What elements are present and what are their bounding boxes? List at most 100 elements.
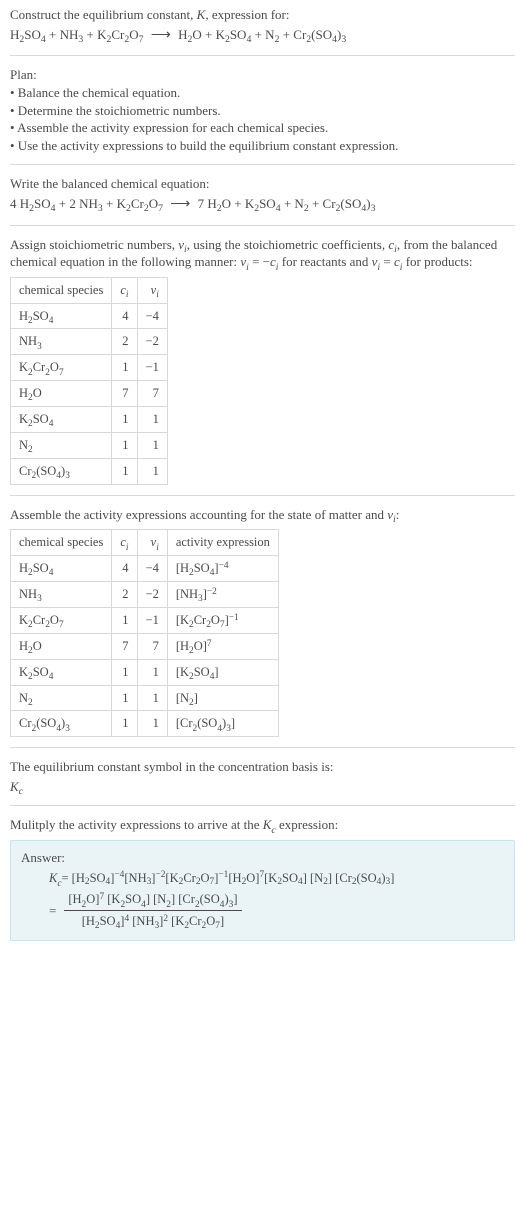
- table-row: N211[N2]: [11, 685, 279, 711]
- cell-activity: [K2SO4]: [167, 659, 278, 685]
- col-vi: νi: [137, 530, 167, 556]
- divider: [10, 225, 515, 226]
- cell-ci: 1: [112, 355, 137, 381]
- cell-species: N2: [11, 432, 112, 458]
- kc-expression-line1: Kc = [H2SO4]−4 [NH3]−2 [K2Cr2O7]−1 [H2O]…: [49, 870, 504, 887]
- cell-species: K2SO4: [11, 407, 112, 433]
- cell-activity: [H2O]7: [167, 633, 278, 659]
- cell-species: H2SO4: [11, 303, 112, 329]
- cell-vi: 1: [137, 711, 167, 737]
- cell-species: Cr2(SO4)3: [11, 711, 112, 737]
- plan-item: • Assemble the activity expression for e…: [10, 119, 515, 137]
- cell-vi: −2: [137, 582, 167, 608]
- cell-ci: 1: [112, 458, 137, 484]
- cell-species: H2O: [11, 381, 112, 407]
- kc-expression-fraction: = [H2O]7 [K2SO4] [N2] [Cr2(SO4)3] [H2SO4…: [49, 891, 504, 930]
- table-row: N211: [11, 432, 168, 458]
- cell-ci: 2: [112, 329, 137, 355]
- table-row: K2SO411[K2SO4]: [11, 659, 279, 685]
- cell-vi: −1: [137, 607, 167, 633]
- col-species: chemical species: [11, 530, 112, 556]
- cell-species: H2SO4: [11, 556, 112, 582]
- cell-species: N2: [11, 685, 112, 711]
- fraction-denominator: [H2SO4]4 [NH3]2 [K2Cr2O7]: [64, 911, 241, 930]
- cell-ci: 1: [112, 685, 137, 711]
- multiply-intro: Mulitply the activity expressions to arr…: [10, 816, 515, 834]
- col-activity: activity expression: [167, 530, 278, 556]
- cell-vi: 1: [137, 685, 167, 711]
- divider: [10, 747, 515, 748]
- kc-symbol-intro: The equilibrium constant symbol in the c…: [10, 758, 515, 776]
- divider: [10, 805, 515, 806]
- cell-activity: [K2Cr2O7]−1: [167, 607, 278, 633]
- table-row: H2SO44−4: [11, 303, 168, 329]
- stoich-intro: Assign stoichiometric numbers, νi, using…: [10, 236, 515, 271]
- activity-table: chemical species ci νi activity expressi…: [10, 529, 279, 737]
- cell-activity: [N2]: [167, 685, 278, 711]
- table-row: H2O77: [11, 381, 168, 407]
- cell-species: NH3: [11, 582, 112, 608]
- cell-ci: 1: [112, 432, 137, 458]
- activity-table-body: H2SO44−4[H2SO4]−4NH32−2[NH3]−2K2Cr2O71−1…: [11, 556, 279, 737]
- table-row: NH32−2[NH3]−2: [11, 582, 279, 608]
- cell-ci: 4: [112, 303, 137, 329]
- col-ci: ci: [112, 530, 137, 556]
- table-row: K2Cr2O71−1: [11, 355, 168, 381]
- answer-box: Answer: Kc = [H2SO4]−4 [NH3]−2 [K2Cr2O7]…: [10, 840, 515, 941]
- plan-item: • Use the activity expressions to build …: [10, 137, 515, 155]
- cell-ci: 1: [112, 659, 137, 685]
- table-row: NH32−2: [11, 329, 168, 355]
- cell-vi: 1: [137, 659, 167, 685]
- cell-ci: 1: [112, 711, 137, 737]
- cell-vi: −1: [137, 355, 167, 381]
- cell-ci: 2: [112, 582, 137, 608]
- fraction-numerator: [H2O]7 [K2SO4] [N2] [Cr2(SO4)3]: [64, 891, 241, 911]
- stoich-table: chemical species ci νi H2SO44−4NH32−2K2C…: [10, 277, 168, 485]
- fraction: [H2O]7 [K2SO4] [N2] [Cr2(SO4)3] [H2SO4]4…: [64, 891, 241, 930]
- equals-sign: =: [49, 902, 56, 920]
- table-row: H2SO44−4[H2SO4]−4: [11, 556, 279, 582]
- cell-ci: 1: [112, 407, 137, 433]
- col-ci: ci: [112, 277, 137, 303]
- table-row: H2O77[H2O]7: [11, 633, 279, 659]
- cell-ci: 1: [112, 607, 137, 633]
- stoich-table-body: H2SO44−4NH32−2K2Cr2O71−1H2O77K2SO411N211…: [11, 303, 168, 484]
- table-row: K2SO411: [11, 407, 168, 433]
- cell-species: H2O: [11, 633, 112, 659]
- col-vi: νi: [137, 277, 167, 303]
- plan-item: • Balance the chemical equation.: [10, 84, 515, 102]
- plan-list: • Balance the chemical equation. • Deter…: [10, 84, 515, 154]
- plan-title: Plan:: [10, 66, 515, 84]
- cell-vi: 1: [137, 407, 167, 433]
- balanced-equation: 4 H2SO4 + 2 NH3 + K2Cr2O7 ⟶ 7 H2O + K2SO…: [10, 195, 515, 215]
- cell-activity: [Cr2(SO4)3]: [167, 711, 278, 737]
- cell-vi: −2: [137, 329, 167, 355]
- cell-vi: 1: [137, 458, 167, 484]
- cell-vi: 7: [137, 381, 167, 407]
- table-row: Cr2(SO4)311[Cr2(SO4)3]: [11, 711, 279, 737]
- cell-species: K2SO4: [11, 659, 112, 685]
- answer-label: Answer:: [21, 849, 504, 867]
- cell-ci: 7: [112, 633, 137, 659]
- cell-vi: 1: [137, 432, 167, 458]
- cell-ci: 7: [112, 381, 137, 407]
- cell-vi: −4: [137, 303, 167, 329]
- cell-activity: [NH3]−2: [167, 582, 278, 608]
- cell-ci: 4: [112, 556, 137, 582]
- col-species: chemical species: [11, 277, 112, 303]
- divider: [10, 55, 515, 56]
- unbalanced-equation: H2SO4 + NH3 + K2Cr2O7 ⟶ H2O + K2SO4 + N2…: [10, 26, 515, 46]
- table-row: Cr2(SO4)311: [11, 458, 168, 484]
- cell-vi: 7: [137, 633, 167, 659]
- kc-symbol: Kc: [10, 778, 515, 796]
- activity-intro: Assemble the activity expressions accoun…: [10, 506, 515, 524]
- cell-species: Cr2(SO4)3: [11, 458, 112, 484]
- cell-species: K2Cr2O7: [11, 607, 112, 633]
- balanced-intro: Write the balanced chemical equation:: [10, 175, 515, 193]
- plan-item: • Determine the stoichiometric numbers.: [10, 102, 515, 120]
- header-line: Construct the equilibrium constant, K, e…: [10, 6, 515, 24]
- cell-vi: −4: [137, 556, 167, 582]
- cell-activity: [H2SO4]−4: [167, 556, 278, 582]
- cell-species: K2Cr2O7: [11, 355, 112, 381]
- cell-species: NH3: [11, 329, 112, 355]
